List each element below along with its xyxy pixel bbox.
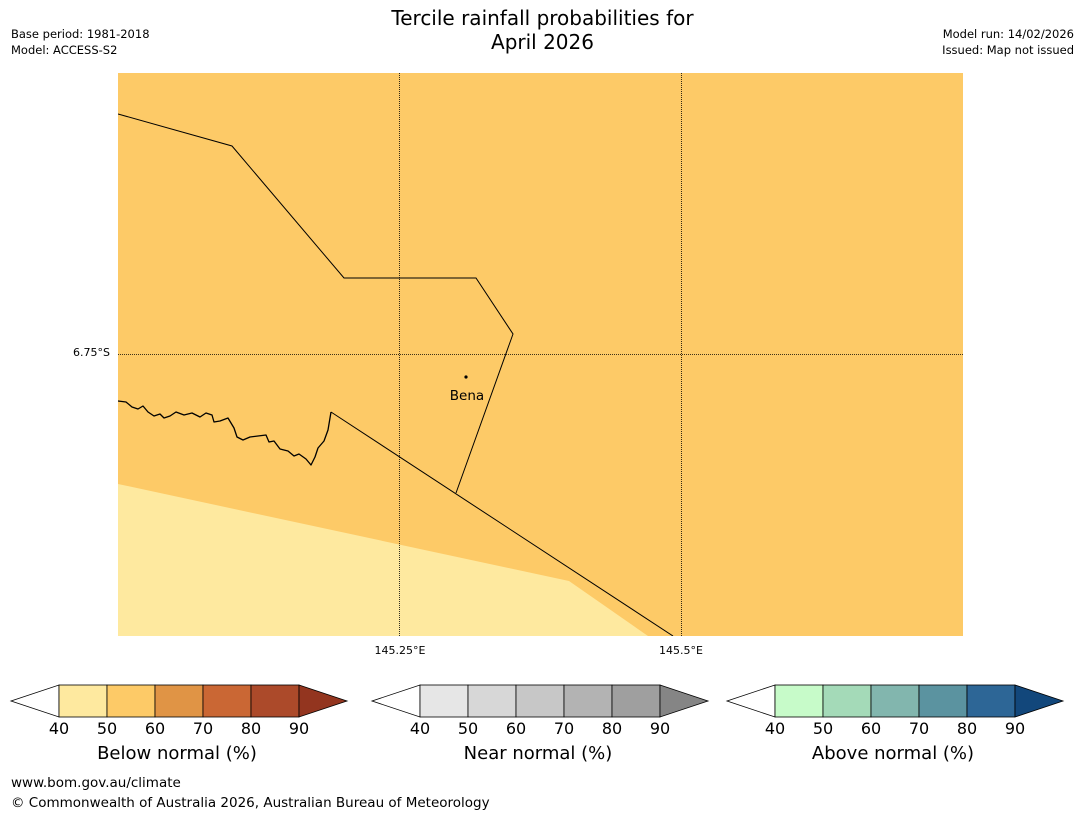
legend-tick: 60 — [144, 719, 166, 738]
colorbar-segment — [774, 684, 824, 718]
model-run-text: Model run: 14/02/2026 — [942, 27, 1074, 41]
colorbar-segment — [419, 684, 469, 718]
legend-tick: 70 — [908, 719, 930, 738]
legend-tick: 70 — [192, 719, 214, 738]
legend-title-above: Above normal (%) — [811, 743, 975, 764]
coastline — [118, 400, 332, 466]
legend-ticks: 40 50 60 70 80 90 — [370, 719, 710, 739]
map-title-line2: April 2026 — [491, 30, 594, 54]
region-below-normal-40-50 — [118, 484, 648, 636]
town-label: Bena — [450, 388, 484, 404]
colorbar-segment — [250, 684, 300, 718]
colorbar-extend-low — [725, 684, 776, 718]
legend-title-below: Below normal (%) — [97, 743, 257, 764]
legend-tick: 40 — [409, 719, 431, 738]
legend-tick: 50 — [812, 719, 834, 738]
colorbar-segment — [563, 684, 613, 718]
legend-tick: 60 — [505, 719, 527, 738]
colorbar-segment — [106, 684, 156, 718]
colorbar-segment — [515, 684, 565, 718]
province-boundary-south — [330, 411, 674, 636]
colorbar-segment — [467, 684, 517, 718]
issued-text: Issued: Map not issued — [942, 43, 1074, 57]
legend-tick: 40 — [764, 719, 786, 738]
colorbar-segment — [202, 684, 252, 718]
colorbar-segment — [154, 684, 204, 718]
footer-url[interactable]: www.bom.gov.au/climate — [11, 775, 181, 791]
legend-tick: 40 — [48, 719, 70, 738]
legend-tick: 50 — [457, 719, 479, 738]
legend-tick: 60 — [860, 719, 882, 738]
colorbar-extend-low — [9, 684, 60, 718]
legend-tick: 90 — [1004, 719, 1026, 738]
model-text: Model: ACCESS-S2 — [11, 43, 118, 57]
legend-tick: 50 — [96, 719, 118, 738]
legend-tick: 80 — [240, 719, 262, 738]
colorbar-below-normal — [9, 684, 349, 718]
legend-tick: 70 — [553, 719, 575, 738]
colorbar-extend-high — [298, 684, 349, 718]
colorbar-segment — [611, 684, 661, 718]
colorbar-above-normal — [725, 684, 1065, 718]
base-period-text: Base period: 1981-2018 — [11, 27, 150, 41]
legend-ticks: 40 50 60 70 80 90 — [9, 719, 349, 739]
meta-right: Model run: 14/02/2026 Issued: Map not is… — [942, 26, 1074, 58]
colorbar-near-normal — [370, 684, 710, 718]
colorbar-segment — [870, 684, 920, 718]
colorbar-extend-low — [370, 684, 421, 718]
town-marker[interactable] — [464, 375, 468, 379]
map-title-line1: Tercile rainfall probabilities for — [391, 6, 694, 30]
colorbar-segment — [966, 684, 1016, 718]
legend-below-normal: 40 50 60 70 80 90 Below normal (%) — [9, 684, 349, 764]
legend-tick: 90 — [288, 719, 310, 738]
map-title: Tercile rainfall probabilities for April… — [0, 6, 1085, 54]
legend-tick: 90 — [649, 719, 671, 738]
legend-above-normal: 40 50 60 70 80 90 Above normal (%) — [725, 684, 1065, 764]
longitude-label-145-5: 145.5°E — [659, 644, 703, 657]
legend-tick: 80 — [601, 719, 623, 738]
map-canvas[interactable]: Bena — [118, 73, 963, 636]
footer-copyright: © Commonwealth of Australia 2026, Austra… — [11, 795, 490, 811]
province-boundary-north — [118, 113, 514, 494]
legend-tick: 80 — [956, 719, 978, 738]
meta-left: Base period: 1981-2018 Model: ACCESS-S2 — [11, 26, 150, 58]
legend-title-near: Near normal (%) — [463, 743, 613, 764]
legend-near-normal: 40 50 60 70 80 90 Near normal (%) — [370, 684, 710, 764]
colorbar-extend-high — [659, 684, 710, 718]
legend-ticks: 40 50 60 70 80 90 — [725, 719, 1065, 739]
latitude-label: 6.75°S — [73, 346, 110, 359]
longitude-label-145-25: 145.25°E — [374, 644, 426, 657]
colorbar-segment — [918, 684, 968, 718]
colorbar-segment — [822, 684, 872, 718]
colorbar-extend-high — [1014, 684, 1065, 718]
colorbar-segment — [58, 684, 108, 718]
